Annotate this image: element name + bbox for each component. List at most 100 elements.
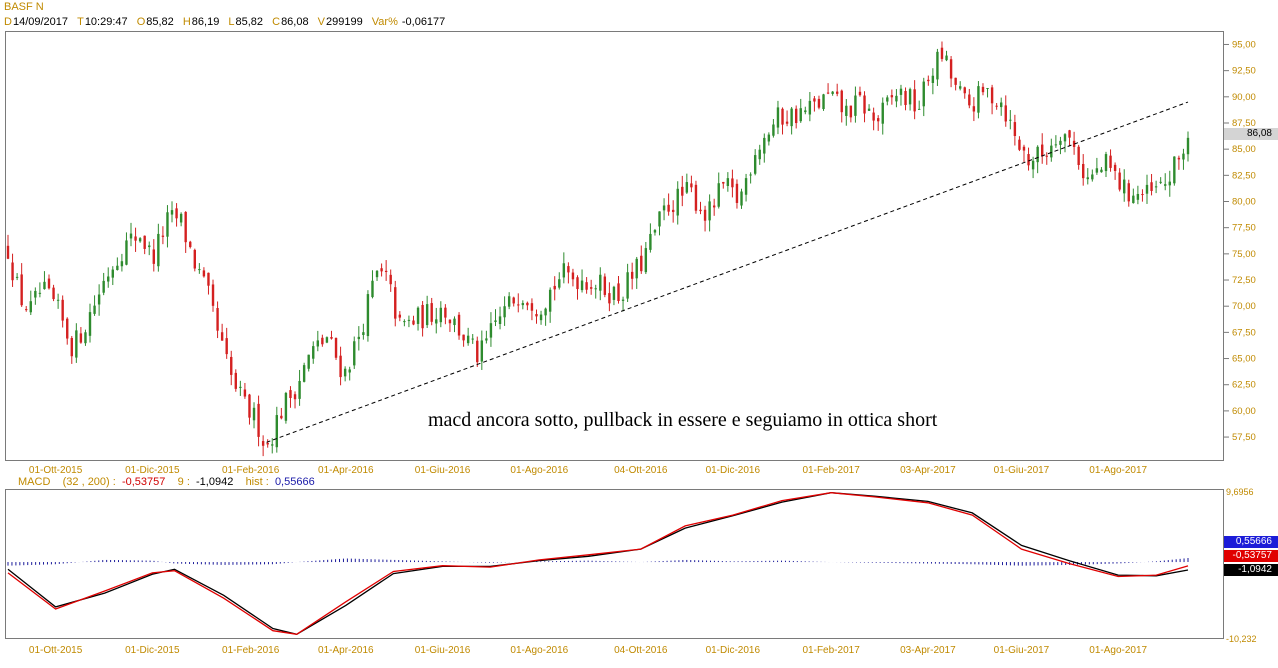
candle-body (512, 297, 515, 304)
candle (471, 334, 474, 344)
candle-body (93, 305, 96, 314)
candle (184, 211, 187, 253)
candle (38, 282, 42, 298)
candle-body (11, 262, 14, 281)
candle-body (66, 318, 69, 339)
candle (917, 100, 921, 110)
signal-value: -1,0942 (196, 476, 234, 488)
candle (312, 341, 315, 364)
candle-body (954, 77, 957, 85)
candle-body (712, 205, 716, 208)
candle (763, 133, 766, 163)
candle (694, 180, 698, 214)
candle (749, 172, 752, 184)
candle (1036, 145, 1039, 174)
candle (630, 262, 634, 290)
candle-body (644, 248, 648, 273)
candle-body (43, 281, 46, 290)
candle (407, 315, 411, 328)
candle-body (603, 276, 607, 295)
candle-body (731, 178, 734, 188)
candle (608, 282, 611, 312)
candle (986, 87, 989, 98)
candle (553, 276, 556, 301)
candle-body (1113, 164, 1117, 171)
candle-body (526, 302, 529, 306)
candle (84, 329, 87, 346)
candle (507, 292, 511, 310)
candle-body (220, 332, 224, 341)
price-axis: 95,00 92,50 90,00 87,50 85,00 82,50 80,00 77,50… (1224, 39, 1256, 443)
candle-body (544, 308, 547, 316)
candle-body (690, 183, 693, 188)
candle-body (152, 249, 155, 264)
candle-body (772, 124, 775, 136)
candle-body (662, 205, 666, 211)
quote-value: 299199 (326, 16, 366, 28)
date-label: 01-Ott-2015 (29, 645, 83, 656)
candle (29, 290, 32, 316)
candle (1164, 173, 1167, 191)
chart-title: BASF N (4, 1, 44, 13)
candle-body (558, 279, 561, 288)
candle-body (694, 184, 698, 211)
candle (266, 439, 269, 448)
candle (690, 175, 693, 193)
candle (489, 312, 493, 347)
candle-body (485, 338, 488, 341)
candle (75, 323, 78, 363)
macd-panel[interactable] (5, 489, 1224, 639)
price-axis-label: 62,50 (1232, 380, 1256, 391)
candle (562, 252, 566, 284)
candle-body (161, 235, 165, 237)
candle-body (671, 209, 675, 213)
candle-body (175, 208, 178, 219)
candle-body (849, 105, 853, 118)
candle (785, 110, 789, 127)
candle (6, 234, 10, 260)
candle-body (284, 392, 288, 421)
price-axis-label: 65,00 (1232, 354, 1256, 365)
candle-body (831, 91, 834, 94)
candle-body (548, 289, 552, 312)
quote-value: 86,08 (281, 16, 312, 28)
candle (681, 175, 684, 207)
candle-body (1050, 145, 1053, 158)
macd-date-axis: 01-Ott-2015 01-Dic-2015 01-Feb-2016 01-Apr-… (29, 645, 1148, 656)
candle-body (1027, 154, 1030, 166)
candle-body (107, 276, 110, 282)
candle-body (193, 249, 196, 269)
candle-body (503, 306, 506, 318)
candle-body (457, 314, 461, 336)
candle (826, 83, 830, 95)
candle (968, 88, 971, 109)
price-axis-label: 95,00 (1232, 39, 1256, 50)
candle (193, 248, 196, 272)
candle-body (498, 316, 502, 324)
candle (248, 393, 251, 425)
quote-key: D (4, 16, 12, 28)
date-label: 04-Ott-2016 (614, 645, 668, 656)
candle (339, 346, 342, 386)
candle-body (881, 102, 884, 124)
candle (667, 193, 670, 216)
candle (526, 301, 529, 311)
price-panel[interactable] (5, 31, 1224, 461)
candle-body (6, 245, 10, 259)
candle (453, 316, 456, 333)
candle (662, 198, 666, 221)
candle (79, 327, 83, 344)
candle-body (1059, 140, 1062, 145)
candle (1150, 173, 1153, 196)
candle (767, 132, 771, 146)
candle (753, 149, 757, 176)
candle-body (47, 278, 51, 289)
candle (1173, 156, 1176, 186)
candle-body (1136, 193, 1140, 200)
candle-body (594, 288, 597, 290)
candle-body (275, 415, 279, 448)
date-label: 01-Apr-2016 (318, 645, 374, 656)
macd-histogram (7, 558, 1189, 566)
candle (1159, 177, 1162, 185)
candle-body (97, 294, 101, 305)
